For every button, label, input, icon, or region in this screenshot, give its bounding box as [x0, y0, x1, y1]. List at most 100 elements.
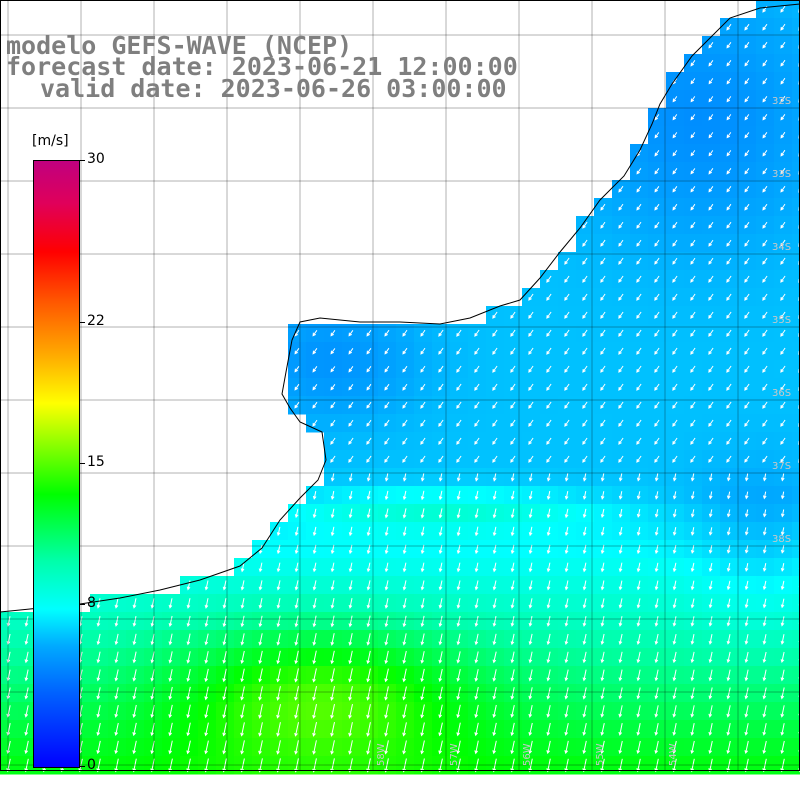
- wind-arrow: [492, 722, 497, 737]
- wind-arrow: [456, 401, 462, 409]
- wind-arrow: [420, 383, 426, 391]
- wind-arrow: [474, 437, 480, 445]
- wind-arrow: [420, 704, 425, 719]
- wind-arrow: [600, 598, 605, 609]
- wind-arrow: [528, 401, 534, 409]
- wind-arrow: [564, 347, 570, 355]
- wind-arrow: [564, 705, 569, 718]
- wind-arrow: [312, 598, 317, 609]
- wind-arrow: [402, 383, 408, 391]
- wind-arrow: [654, 473, 659, 482]
- wind-arrow: [780, 275, 786, 283]
- wind-arrow: [600, 275, 606, 283]
- wind-arrow: [528, 347, 534, 355]
- wind-arrow: [258, 740, 263, 755]
- wind-arrow: [528, 383, 534, 391]
- wind-arrow: [582, 257, 588, 265]
- wind-arrow: [510, 473, 515, 482]
- wind-arrow: [708, 347, 714, 355]
- wind-arrow: [600, 221, 606, 229]
- wind-arrow: [690, 740, 695, 755]
- wind-arrow: [564, 419, 570, 427]
- wind-speed-cell: [792, 198, 800, 217]
- wind-arrow: [618, 526, 623, 537]
- wind-arrow: [762, 740, 767, 755]
- wind-arrow: [474, 383, 480, 391]
- wind-arrow: [780, 221, 786, 229]
- wind-arrow: [690, 401, 696, 409]
- wind-arrow: [564, 633, 569, 646]
- wind-arrow: [672, 526, 677, 536]
- wind-arrow: [456, 544, 461, 555]
- wind-arrow: [438, 526, 443, 537]
- wind-arrow: [528, 740, 533, 755]
- wind-arrow: [510, 740, 515, 755]
- wind-arrow: [546, 722, 551, 737]
- wind-arrow: [762, 239, 768, 247]
- wind-arrow: [636, 562, 641, 573]
- wind-arrow: [618, 221, 624, 229]
- wind-arrow: [636, 455, 642, 463]
- wind-arrow: [132, 704, 137, 719]
- wind-arrow: [708, 634, 713, 645]
- wind-arrow: [114, 598, 119, 609]
- wind-arrow: [456, 651, 461, 664]
- wind-arrow: [780, 437, 786, 445]
- wind-arrow: [186, 580, 191, 591]
- wind-arrow: [240, 668, 245, 683]
- wind-arrow: [762, 527, 767, 536]
- wind-arrow: [780, 491, 785, 500]
- colorbar-tick-label: 0: [87, 757, 96, 773]
- wind-arrow: [510, 455, 516, 463]
- wind-arrow: [762, 221, 768, 229]
- wind-arrow: [582, 722, 587, 736]
- wind-arrow: [654, 168, 660, 175]
- wind-arrow: [744, 705, 749, 718]
- wind-arrow: [654, 383, 660, 391]
- wind-arrow: [114, 651, 119, 664]
- wind-arrow: [654, 257, 660, 265]
- wind-arrow: [24, 616, 29, 627]
- wind-arrow: [24, 687, 29, 700]
- wind-arrow: [600, 544, 605, 555]
- wind-arrow: [672, 293, 678, 301]
- wind-arrow: [582, 419, 588, 427]
- wind-arrow: [402, 473, 407, 482]
- wind-arrow: [564, 508, 569, 519]
- wind-arrow: [708, 96, 714, 103]
- wind-arrow: [708, 544, 713, 554]
- wind-arrow: [582, 687, 587, 700]
- wind-arrow: [402, 347, 408, 355]
- wind-arrow: [618, 185, 624, 193]
- wind-arrow: [744, 455, 750, 463]
- wind-arrow: [456, 437, 462, 445]
- wind-arrow: [582, 275, 588, 283]
- wind-arrow: [744, 545, 749, 554]
- wind-arrow: [690, 150, 696, 157]
- wind-arrow: [474, 401, 480, 409]
- wind-arrow: [294, 526, 299, 537]
- wind-arrow: [240, 650, 245, 665]
- wind-arrow: [312, 544, 317, 555]
- wind-arrow: [420, 526, 425, 537]
- wind-arrow: [312, 685, 317, 701]
- wind-arrow: [330, 650, 335, 665]
- wind-arrow: [744, 78, 750, 85]
- wind-arrow: [438, 633, 443, 646]
- wind-arrow: [564, 293, 570, 301]
- wind-arrow: [726, 687, 731, 700]
- wind-arrow: [672, 168, 678, 175]
- wind-arrow: [690, 687, 695, 700]
- wind-arrow: [708, 221, 714, 229]
- wind-arrow: [654, 633, 659, 646]
- wind-arrow: [726, 257, 732, 265]
- wind-speed-cell: [792, 54, 800, 73]
- wind-arrow: [780, 545, 785, 554]
- wind-arrow: [708, 419, 714, 427]
- wind-arrow: [114, 616, 119, 627]
- wind-arrow: [528, 669, 533, 682]
- wind-arrow: [366, 401, 372, 409]
- wind-arrow: [186, 740, 191, 755]
- longitude-label: 54W: [668, 743, 679, 766]
- wind-arrow: [780, 311, 786, 319]
